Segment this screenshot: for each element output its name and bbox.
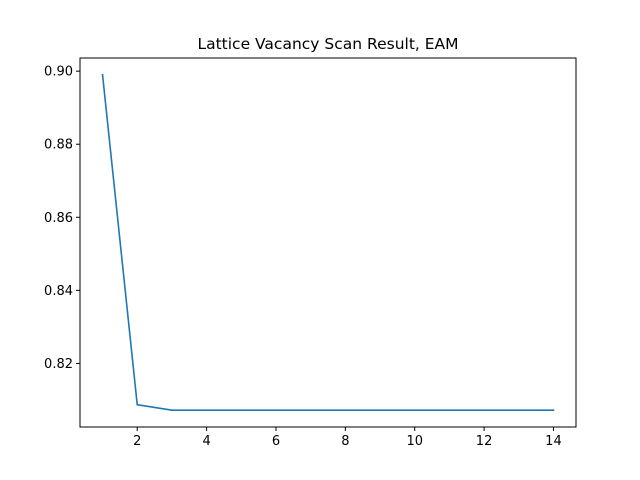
data-point (344, 409, 347, 411)
data-point (205, 409, 208, 411)
data-point (309, 409, 312, 411)
chart-title: Lattice Vacancy Scan Result, EAM (197, 35, 458, 53)
x-tick-label: 8 (341, 434, 349, 449)
data-point (379, 409, 381, 411)
data-point (240, 409, 243, 411)
x-tick-label: 6 (272, 434, 280, 449)
x-tick-label: 2 (133, 434, 141, 449)
y-tick-label: 0.86 (44, 211, 73, 226)
data-point (517, 409, 520, 411)
axes-frame (79, 57, 577, 428)
data-point (136, 403, 139, 406)
data-point (171, 409, 173, 411)
y-tick-label: 0.90 (44, 65, 73, 80)
data-point (275, 409, 277, 411)
y-tick-label: 0.88 (44, 138, 73, 153)
data-point (101, 74, 104, 76)
y-tick-label: 0.82 (44, 357, 73, 372)
x-tick-label: 10 (406, 434, 423, 449)
data-point (448, 409, 451, 411)
x-tick-label: 4 (202, 434, 210, 449)
data-point (413, 409, 416, 411)
x-tick-label: 12 (476, 434, 493, 449)
y-tick-label: 0.84 (44, 284, 73, 299)
data-point (552, 409, 555, 411)
x-tick-label: 14 (545, 434, 562, 449)
series-line (101, 73, 555, 411)
data-point (483, 409, 485, 411)
